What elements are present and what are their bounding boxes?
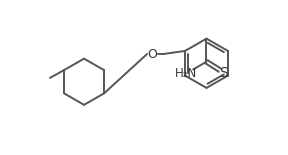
Text: O: O	[147, 48, 158, 60]
Text: H₂N: H₂N	[175, 67, 198, 80]
Text: S: S	[219, 66, 228, 80]
